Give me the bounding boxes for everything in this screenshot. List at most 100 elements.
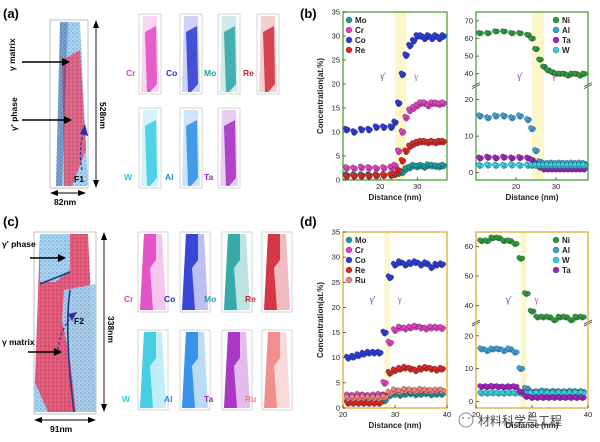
point-ru (427, 387, 433, 393)
ytick-d-right: 20 (465, 331, 473, 340)
element-label-c-cr: Cr (124, 294, 134, 304)
element-map-c-co: Co (164, 231, 211, 313)
point-ta (484, 153, 490, 159)
label-gamma-matrix-c: γ matrix (2, 337, 35, 347)
arrow-gamma-prime-c (30, 254, 66, 262)
point-co (343, 125, 349, 131)
point-ni (500, 28, 506, 34)
ytick-b-right: 40 (465, 69, 473, 78)
xtick-b-right: 30 (552, 182, 560, 191)
point-ru (416, 386, 422, 392)
panel-label-c: (c) (3, 214, 19, 229)
point-w (477, 389, 483, 395)
point-w (484, 161, 490, 167)
point-al (516, 112, 522, 118)
point-co (370, 348, 376, 354)
ytick-b-right: 70 (465, 16, 473, 25)
legend-marker-w (552, 46, 560, 54)
legend-label-co: Co (355, 256, 366, 265)
point-ru (370, 394, 376, 400)
xtick-b-right: 20 (512, 182, 520, 191)
legend-label-mo: Mo (355, 16, 367, 25)
point-re (402, 147, 408, 153)
legend-label-al: Al (562, 246, 570, 255)
point-w (566, 389, 573, 395)
point-cr (350, 164, 356, 170)
point-ta (477, 383, 483, 389)
point-re (432, 365, 438, 372)
phase-label-gamma-prime-d-right: γ' (505, 294, 512, 304)
legend-marker-cr (345, 26, 353, 34)
point-ta (482, 383, 489, 389)
xtick-d-right: 40 (584, 410, 592, 419)
point-re (427, 364, 433, 371)
point-cr (401, 324, 407, 330)
point-al (505, 345, 511, 351)
ytick-d-right: 10 (465, 364, 473, 373)
point-cr (416, 323, 422, 329)
point-cr (396, 323, 402, 329)
xtick-d-left: 40 (443, 410, 451, 419)
point-w (516, 161, 522, 168)
legend-label-ta: Ta (562, 266, 571, 275)
point-co (380, 328, 386, 334)
point-co (427, 263, 433, 269)
feature-label-f1: F1 (74, 174, 84, 184)
label-gamma-prime-a: γ' phase (9, 97, 19, 131)
point-re (390, 366, 396, 372)
ytick-b-left: 35 (332, 8, 340, 17)
point-al (508, 114, 514, 120)
point-cr (422, 324, 428, 330)
point-ni (476, 30, 482, 36)
ytick-b-right: 60 (465, 34, 473, 43)
xlabel-d-left: Distance (nm) (369, 421, 422, 430)
dashed-arrow-f1 (79, 124, 88, 171)
point-co (401, 260, 407, 266)
element-label-a-mo: Mo (204, 68, 216, 78)
feature-label-f2: F2 (74, 316, 84, 326)
element-map-c-ru: Ru (245, 329, 293, 411)
point-re (439, 137, 445, 143)
point-re (357, 172, 364, 178)
point-w (499, 389, 505, 395)
point-al (510, 348, 517, 354)
panel-c: (c) γ' phase γ matrix F2 (2, 214, 293, 434)
ytick-d-right: 0 (469, 397, 473, 406)
series-b-right-w (476, 161, 588, 169)
point-co (350, 128, 356, 134)
point-ni (533, 313, 539, 319)
height-label-c: 338nm (106, 316, 116, 343)
point-al (484, 114, 490, 120)
point-co (390, 260, 396, 266)
xtick-b-left: 20 (376, 182, 384, 191)
series-d-right-ta (477, 382, 587, 401)
point-w (555, 389, 561, 395)
phase-label-gamma-prime-b-right: γ' (516, 71, 523, 81)
point-w (510, 389, 517, 395)
series-b-left-co (343, 32, 447, 136)
interface-band-b-left (395, 12, 407, 180)
element-label-a-co: Co (166, 68, 177, 78)
point-ni (540, 63, 546, 69)
arrow-gamma-prime-a (22, 116, 72, 124)
element-map-a-cr: Cr (126, 13, 162, 95)
element-label-c-ru: Ru (245, 394, 256, 404)
element-map-a-ta: Ta (204, 107, 241, 189)
phase-label-gamma-prime-b-left: γ' (379, 71, 386, 81)
point-al (499, 347, 505, 353)
point-cr (421, 99, 427, 105)
point-ni (505, 237, 511, 243)
point-co (375, 348, 381, 354)
legend-marker-re (345, 46, 353, 54)
point-co (432, 32, 438, 38)
element-map-a-mo: Mo (204, 13, 241, 95)
phase-label-gamma-b-left: γ (413, 71, 418, 81)
point-ta (492, 154, 498, 160)
point-w (500, 161, 506, 168)
point-ni (488, 234, 494, 240)
point-re (372, 171, 378, 178)
legend-marker-al (552, 246, 560, 254)
point-cr (402, 113, 408, 119)
legend-label-ru: Ru (355, 276, 366, 285)
